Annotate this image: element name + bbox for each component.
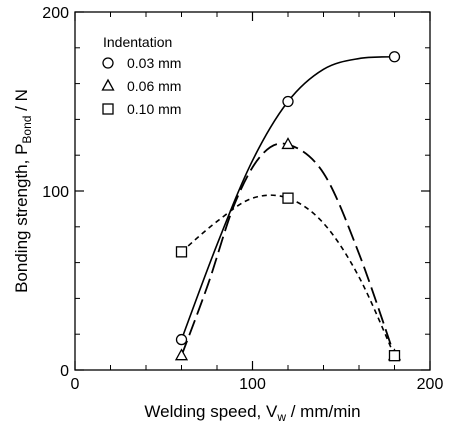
data-point-series-1 [282,95,294,108]
legend-marker-2 [101,78,115,91]
x-tick-label: 0 [71,376,80,393]
y-tick-label: 0 [60,363,69,380]
data-point-series-2 [281,137,295,150]
x-axis-title: Welding speed, Vw / mm/min [144,402,360,424]
legend-title: Indentation [103,34,172,50]
data-point-series-3 [282,192,294,204]
data-point-series-1 [175,333,188,346]
series-line-1 [180,55,395,340]
legend-marker-3 [102,103,114,115]
series-line-2 [180,142,396,356]
y-tick-label: 200 [42,5,69,22]
legend-label-3: 0.10 mm [127,101,181,117]
data-point-series-3 [388,350,401,362]
legend-marker-1 [102,57,114,69]
x-tick-label: 100 [239,376,266,393]
data-point-series-1 [388,51,401,63]
legend-label-2: 0.06 mm [127,78,181,94]
y-tick-label: 100 [42,184,69,201]
series-line-3 [180,194,396,357]
x-tick-label: 200 [417,376,444,393]
data-point-series-2 [174,348,189,361]
legend-label-1: 0.03 mm [127,55,181,71]
data-point-series-3 [175,246,188,258]
y-axis-title: Bonding strength, PBond / N [12,89,34,293]
